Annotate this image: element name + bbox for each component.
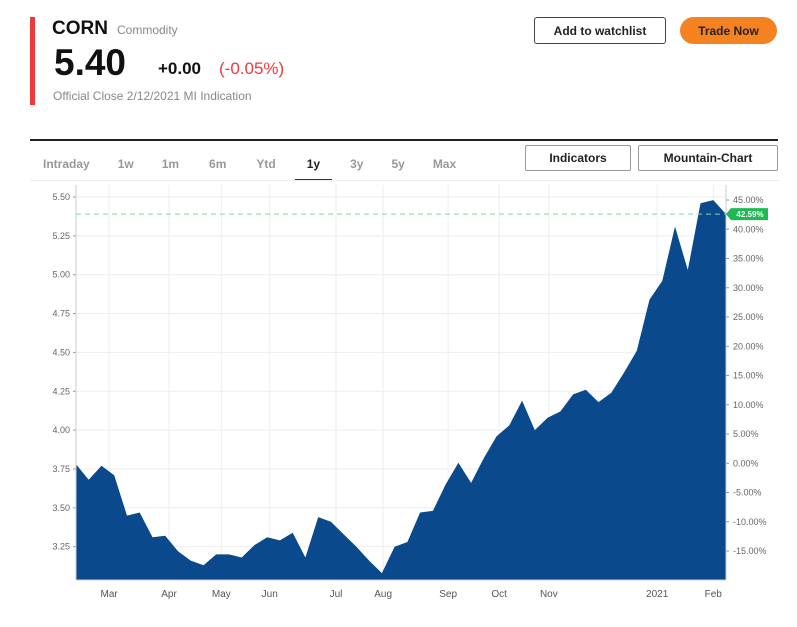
x-tick-label: May (212, 589, 231, 600)
trade-now-button[interactable]: Trade Now (680, 17, 777, 44)
tab-1m[interactable]: 1m (161, 157, 180, 171)
y2-tick-label: 20.00% (733, 341, 764, 351)
y2-tick-label: 5.00% (733, 429, 759, 439)
y2-tick-label: 25.00% (733, 312, 764, 322)
last-price-badge (726, 208, 768, 221)
divider (30, 139, 778, 141)
tab-1y[interactable]: 1y (294, 157, 333, 181)
tab-max[interactable]: Max (432, 157, 457, 171)
last-price-badge-label: 42.59% (736, 210, 763, 219)
last-price: 5.40 (54, 42, 127, 83)
tab-5y[interactable]: 5y (391, 157, 405, 171)
add-to-watchlist-button[interactable]: Add to watchlist (534, 17, 666, 44)
y-tick-label: 5.00 (52, 270, 70, 280)
x-tick-label: Apr (161, 589, 177, 600)
y-tick-label: 3.75 (52, 464, 70, 474)
accent-bar (30, 17, 35, 105)
tab-ytd[interactable]: Ytd (256, 157, 276, 171)
x-tick-label: Aug (374, 589, 392, 600)
x-tick-label: Feb (705, 589, 723, 600)
x-tick-label: Oct (491, 589, 507, 600)
y-tick-label: 4.25 (52, 386, 70, 396)
chart-type-button[interactable]: Mountain-Chart (638, 145, 778, 171)
symbol: CORN (52, 18, 108, 39)
y2-tick-label: -15.00% (733, 546, 767, 556)
x-tick-label: Nov (540, 589, 558, 600)
y-tick-label: 5.25 (52, 231, 70, 241)
y2-tick-label: 45.00% (733, 195, 764, 205)
y2-tick-label: 15.00% (733, 371, 764, 381)
y-tick-label: 4.75 (52, 309, 70, 319)
y2-tick-label: -10.00% (733, 517, 767, 527)
chart-top-border (30, 180, 780, 181)
price-area (76, 200, 726, 580)
x-tick-label: Sep (439, 589, 457, 600)
x-tick-label: 2021 (646, 589, 669, 600)
x-tick-label: Jun (262, 589, 278, 600)
y-tick-label: 3.25 (52, 542, 70, 552)
x-tick-label: Jul (330, 589, 343, 600)
y2-tick-label: 40.00% (733, 224, 764, 234)
indicators-button[interactable]: Indicators (525, 145, 631, 171)
y2-tick-label: 0.00% (733, 458, 759, 468)
tab-6m[interactable]: 6m (209, 157, 227, 171)
y-tick-label: 3.50 (52, 503, 70, 513)
price-change-percent: (-0.05%) (219, 59, 285, 78)
y2-tick-label: 35.00% (733, 254, 764, 264)
tab-intraday[interactable]: Intraday (43, 157, 90, 171)
tab-1w[interactable]: 1w (117, 157, 134, 171)
y-tick-label: 4.00 (52, 425, 70, 435)
instrument-type: Commodity (117, 23, 178, 37)
y2-tick-label: 10.00% (733, 400, 764, 410)
tab-3y[interactable]: 3y (350, 157, 364, 171)
y2-tick-label: 30.00% (733, 283, 764, 293)
price-change: +0.00 (158, 59, 202, 78)
close-note: Official Close 2/12/2021 MI Indication (53, 89, 252, 103)
range-tabs: Intraday 1w 1m 6m Ytd 1y 3y 5y Max (43, 157, 457, 181)
y-tick-label: 5.50 (52, 192, 70, 202)
y2-tick-label: -5.00% (733, 488, 762, 498)
price-chart[interactable]: 5.50 5.25 5.00 4.75 4.50 4.25 4.00 3.75 3.50 3.25… (30, 182, 780, 612)
x-tick-label: Mar (101, 589, 119, 600)
y-tick-label: 4.50 (52, 347, 70, 357)
